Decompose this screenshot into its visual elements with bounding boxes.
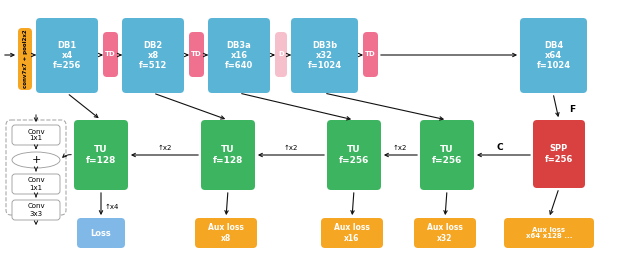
Text: DB1
x4
f=256: DB1 x4 f=256 (53, 41, 81, 70)
Text: +: + (31, 155, 41, 165)
FancyBboxPatch shape (189, 32, 204, 77)
Text: Conv
3x3: Conv 3x3 (27, 203, 45, 216)
Ellipse shape (12, 152, 60, 168)
FancyBboxPatch shape (195, 218, 257, 248)
Text: D: D (278, 52, 284, 57)
Text: Aux loss
x64 x128 ...: Aux loss x64 x128 ... (525, 227, 572, 240)
Text: TU
f=128: TU f=128 (86, 145, 116, 165)
FancyBboxPatch shape (12, 174, 60, 194)
FancyBboxPatch shape (18, 28, 32, 90)
Text: TU
f=256: TU f=256 (432, 145, 462, 165)
FancyBboxPatch shape (12, 200, 60, 220)
Text: ↑x2: ↑x2 (284, 145, 298, 151)
FancyBboxPatch shape (291, 18, 358, 93)
FancyBboxPatch shape (122, 18, 184, 93)
Text: Loss: Loss (91, 229, 111, 237)
Text: conv7x7 + pool2x2: conv7x7 + pool2x2 (22, 30, 28, 88)
FancyBboxPatch shape (275, 32, 287, 77)
Text: DB3b
x32
f=1024: DB3b x32 f=1024 (307, 41, 342, 70)
Text: Aux loss
x16: Aux loss x16 (334, 223, 370, 243)
Text: TD: TD (105, 52, 116, 57)
FancyBboxPatch shape (327, 120, 381, 190)
Text: TD: TD (191, 52, 202, 57)
FancyBboxPatch shape (520, 18, 587, 93)
FancyBboxPatch shape (74, 120, 128, 190)
Text: DB2
x8
f=512: DB2 x8 f=512 (139, 41, 167, 70)
Text: TD: TD (365, 52, 376, 57)
Text: Aux loss
x8: Aux loss x8 (208, 223, 244, 243)
FancyBboxPatch shape (414, 218, 476, 248)
FancyBboxPatch shape (36, 18, 98, 93)
FancyBboxPatch shape (103, 32, 118, 77)
FancyBboxPatch shape (533, 120, 585, 188)
Text: ↑x4: ↑x4 (105, 204, 119, 210)
Text: DB4
x64
f=1024: DB4 x64 f=1024 (536, 41, 571, 70)
Text: C: C (497, 144, 503, 152)
Text: F: F (569, 105, 575, 115)
Text: Conv
1x1: Conv 1x1 (27, 129, 45, 141)
Text: ↑x2: ↑x2 (393, 145, 407, 151)
Text: TU
f=256: TU f=256 (339, 145, 369, 165)
FancyBboxPatch shape (12, 125, 60, 145)
Text: Conv
1x1: Conv 1x1 (27, 178, 45, 190)
FancyBboxPatch shape (321, 218, 383, 248)
FancyBboxPatch shape (201, 120, 255, 190)
FancyBboxPatch shape (363, 32, 378, 77)
Text: Aux loss
x32: Aux loss x32 (427, 223, 463, 243)
Text: TU
f=128: TU f=128 (213, 145, 243, 165)
Text: ↑x2: ↑x2 (158, 145, 172, 151)
FancyBboxPatch shape (420, 120, 474, 190)
Text: SPP
f=256: SPP f=256 (545, 144, 573, 164)
FancyBboxPatch shape (504, 218, 594, 248)
FancyBboxPatch shape (208, 18, 270, 93)
Text: DB3a
x16
f=640: DB3a x16 f=640 (225, 41, 253, 70)
FancyBboxPatch shape (77, 218, 125, 248)
